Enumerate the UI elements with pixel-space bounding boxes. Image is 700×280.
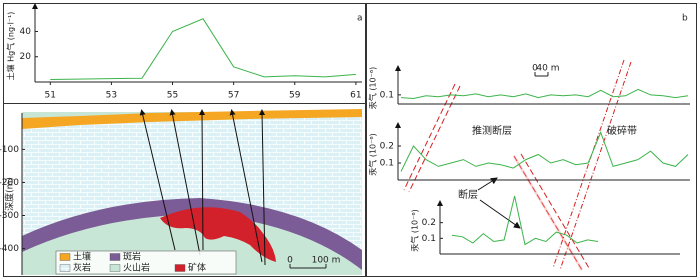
legend-swatch — [109, 253, 121, 261]
x-tick-label: 61 — [350, 91, 361, 101]
fault-zone — [512, 155, 584, 271]
y-axis-label: 汞气 (10⁻⁶) — [368, 67, 378, 109]
y-tick-label: 0.1 — [380, 159, 394, 169]
legend-swatch — [109, 264, 121, 272]
legend-box — [55, 250, 237, 275]
y-tick-label: -100 — [0, 145, 19, 155]
data-line — [50, 18, 356, 80]
scale-label: 0 — [287, 256, 293, 266]
y-tick-label: 40 — [20, 27, 32, 37]
legend-label: 土壤 — [73, 251, 91, 263]
x-tick-label: 57 — [228, 91, 239, 101]
data-line — [400, 131, 689, 172]
data-line — [451, 195, 599, 246]
limestone-layer — [22, 112, 362, 250]
y-tick-label: -300 — [0, 211, 19, 221]
y-tick-label: 20 — [20, 52, 32, 62]
annotation-arrow — [479, 199, 521, 229]
annotation: 断层 — [458, 188, 478, 201]
legend-swatch — [174, 264, 186, 272]
annotation: 推测断层 — [472, 124, 512, 137]
legend-label: 灰岩 — [73, 262, 91, 274]
y-axis-label: 汞气 (10⁻⁶) — [410, 209, 420, 251]
profile-line — [139, 109, 176, 251]
legend-label: 火山岩 — [123, 262, 150, 274]
profile-line — [169, 109, 201, 256]
section — [22, 109, 362, 275]
profile-lines — [139, 109, 266, 266]
y-tick-label: 0.1 — [380, 90, 394, 100]
legend-swatch — [59, 264, 71, 272]
panel-label: a — [357, 14, 363, 24]
y-tick-label: -400 — [0, 244, 19, 254]
fracture-zone — [552, 59, 632, 271]
porphyry-layer — [22, 198, 362, 270]
profile-line — [229, 109, 263, 263]
y-tick-label: -200 — [0, 178, 19, 188]
x-tick-label: 53 — [106, 91, 117, 101]
inferred-fault — [403, 83, 461, 193]
profile-line — [199, 109, 206, 251]
data-line — [400, 88, 689, 100]
profile-line — [259, 109, 266, 266]
annotation: 破碎带 — [607, 124, 637, 137]
panel-a-frame — [3, 3, 366, 277]
legend-label: 斑岩 — [123, 251, 141, 263]
fault — [513, 153, 590, 271]
soil-layer — [22, 109, 362, 129]
legend-label: 矿体 — [188, 262, 206, 274]
panel-label: b — [682, 14, 688, 24]
legend-swatch — [59, 253, 71, 261]
y-tick-label: 0.2 — [422, 218, 436, 228]
scale-label: 100 m — [312, 256, 341, 266]
panel-b-frame — [366, 3, 697, 277]
x-tick-label: 55 — [167, 91, 178, 101]
ore-body — [160, 207, 276, 262]
y-tick-label: 0.1 — [422, 234, 436, 244]
y-axis-label: 土壤 Hg气 (ng·l⁻¹) — [6, 12, 16, 81]
y-tick-label: 0.2 — [380, 142, 394, 152]
y-axis-label: 汞气 (10⁻⁶) — [368, 133, 378, 175]
x-tick-label: 51 — [45, 91, 56, 101]
x-tick-label: 59 — [289, 91, 301, 101]
scale-label: 40 m — [536, 64, 559, 74]
scale-label: 0 — [532, 64, 538, 74]
y-axis-label: 深度(m) — [4, 177, 16, 211]
